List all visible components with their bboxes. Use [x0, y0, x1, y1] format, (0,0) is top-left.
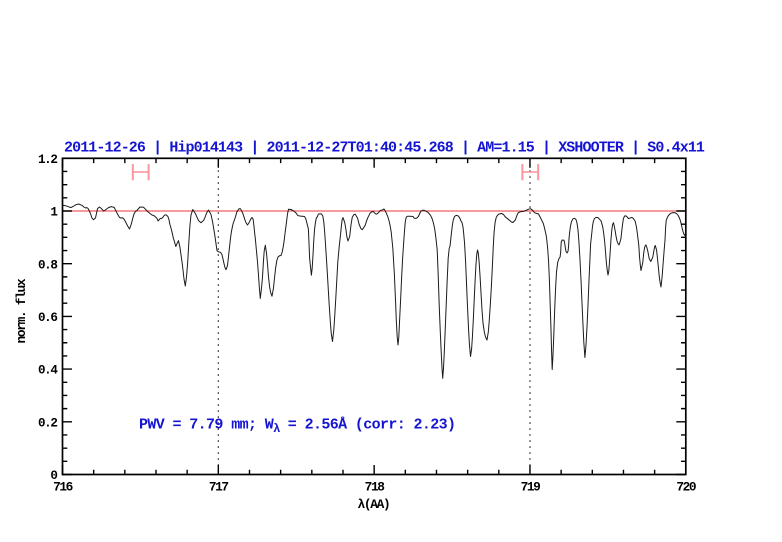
svg-text:norm. flux: norm. flux — [14, 278, 29, 343]
svg-text:719: 719 — [521, 480, 541, 495]
svg-text:0.2: 0.2 — [38, 416, 57, 430]
svg-text:1: 1 — [50, 206, 58, 220]
svg-text:0.4: 0.4 — [38, 364, 58, 378]
svg-text:2011-12-26 | Hip014143 | 2011-: 2011-12-26 | Hip014143 | 2011-12-27T01:4… — [64, 139, 705, 156]
svg-text:720: 720 — [676, 480, 696, 495]
svg-text:0.8: 0.8 — [38, 258, 57, 272]
svg-text:718: 718 — [365, 480, 385, 495]
svg-text:716: 716 — [53, 480, 73, 495]
svg-text:717: 717 — [209, 480, 229, 495]
svg-text:λ(AA): λ(AA) — [358, 497, 390, 512]
svg-text:0.6: 0.6 — [38, 311, 57, 325]
svg-text:0: 0 — [50, 469, 57, 483]
svg-text:1.2: 1.2 — [38, 153, 57, 167]
svg-text:PWV = 7.79 mm; Wλ = 2.56Å (cor: PWV = 7.79 mm; Wλ = 2.56Å (corr: 2.23) — [139, 417, 455, 436]
